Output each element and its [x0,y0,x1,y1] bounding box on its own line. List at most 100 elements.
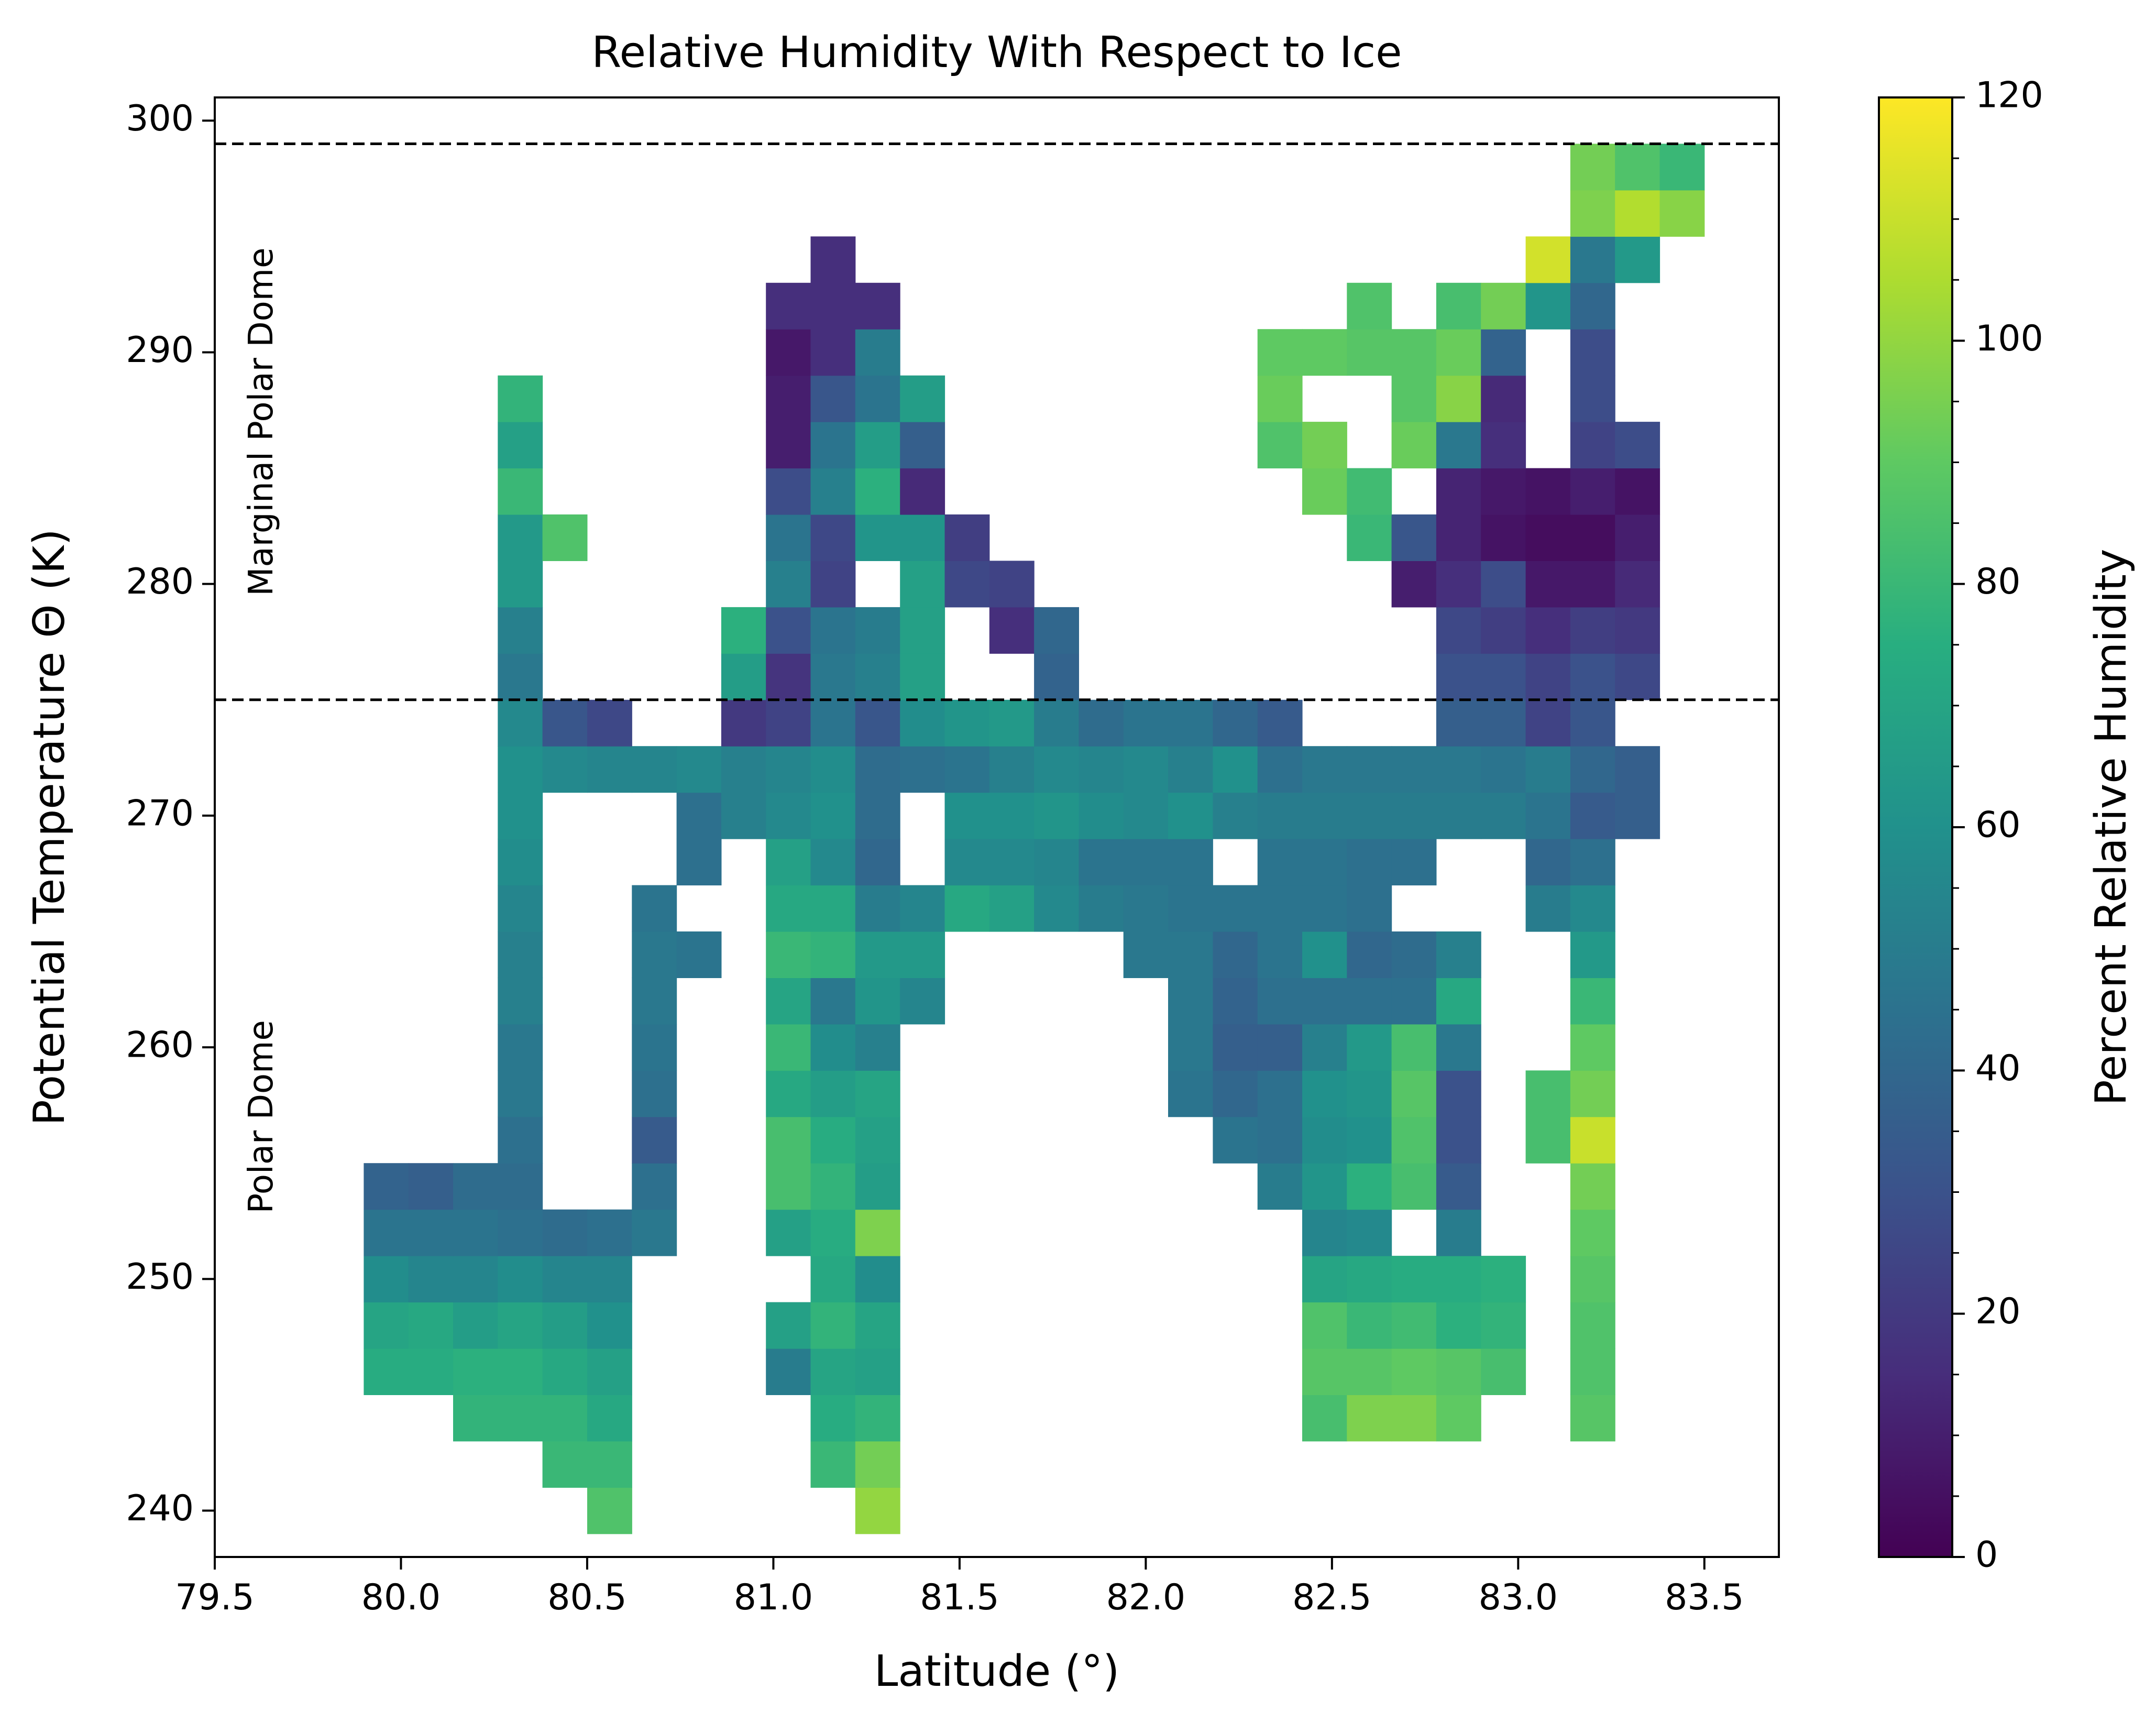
heatmap-cell [810,931,856,978]
x-tick-label: 81.5 [920,1577,999,1618]
heatmap-cell [1436,1348,1481,1395]
heatmap-cell [498,422,543,469]
heatmap-cell [1257,885,1303,932]
heatmap-cell [1481,1348,1526,1395]
heatmap-cell [1302,422,1347,469]
heatmap-cell [1436,1395,1481,1442]
heatmap-cell [1391,1024,1437,1071]
heatmap-cell [498,699,543,747]
x-tick-label: 80.0 [361,1577,441,1618]
heatmap-cell [676,746,722,793]
heatmap-cell [1168,978,1213,1025]
heatmap-cell [1213,792,1258,839]
heatmap-cell [1347,1116,1392,1164]
heatmap-cell [810,653,856,700]
heatmap-cell [1570,236,1615,283]
heatmap-cell [453,1209,498,1256]
heatmap-cell [1391,329,1437,376]
heatmap-cell [810,1395,856,1442]
heatmap-cell [1347,282,1392,330]
heatmap-cell [1257,1024,1303,1071]
heatmap-cell [1079,746,1124,793]
heatmap-cell [1391,839,1437,886]
heatmap-cell [587,1209,632,1256]
heatmap-cell [1481,1256,1526,1303]
y-tick-label: 270 [126,793,194,834]
heatmap-cell [1525,746,1571,793]
heatmap-cell [900,514,945,561]
heatmap-cell [855,839,900,886]
heatmap-cell [855,1302,900,1349]
heatmap-cell [810,1209,856,1256]
heatmap-cell [1391,792,1437,839]
heatmap-cell [1302,468,1347,515]
heatmap-cell [1257,931,1303,978]
heatmap-cells [364,144,1705,1534]
heatmap-cell [855,1487,900,1534]
heatmap-cell [810,792,856,839]
heatmap-cell [1257,978,1303,1025]
heatmap-cell [1391,1070,1437,1117]
heatmap-cell [900,978,945,1025]
heatmap-cell [498,1070,543,1117]
heatmap-cell [766,653,811,700]
heatmap-cell [810,1116,856,1164]
heatmap-cell [408,1348,454,1395]
heatmap-cell [1257,1116,1303,1164]
heatmap-cell [1168,746,1213,793]
heatmap-cell [766,1163,811,1210]
heatmap-cell [1168,1024,1213,1071]
heatmap-cell [1525,839,1571,886]
heatmap-cell [989,885,1035,932]
heatmap-cell [1570,468,1615,515]
heatmap-cell [1570,1163,1615,1210]
heatmap-cell [855,792,900,839]
heatmap-cell [721,607,766,654]
heatmap-cell [408,1209,454,1256]
heatmap-cell [1213,885,1258,932]
heatmap-cell [1302,1348,1347,1395]
heatmap-cell [989,561,1035,608]
heatmap-cell [810,978,856,1025]
heatmap-cell [542,1441,588,1488]
heatmap-cell [1436,1163,1481,1210]
x-tick-label: 83.5 [1665,1577,1744,1618]
heatmap-cell [1481,1302,1526,1349]
heatmap-cell [1436,561,1481,608]
heatmap-cell [632,978,677,1025]
heatmap-cell [1570,422,1615,469]
heatmap-cell [1034,839,1079,886]
chart-title: Relative Humidity With Respect to Ice [591,28,1402,78]
heatmap-cell [1525,885,1571,932]
heatmap-cell [855,1395,900,1442]
reference-lines [215,142,1779,701]
heatmap-cell [1525,282,1571,330]
heatmap-cell [766,1116,811,1164]
heatmap-cell [810,514,856,561]
heatmap-cell [855,978,900,1025]
heatmap-cell [498,978,543,1025]
heatmap-cell [810,422,856,469]
colorbar-tick-label: 120 [1975,75,2043,116]
y-axis-ticks: 240 250 260 270 280 290 300 [126,98,215,1529]
heatmap-cell [855,1256,900,1303]
heatmap-cell [364,1302,409,1349]
heatmap-cell [498,653,543,700]
heatmap-cell [1525,607,1571,654]
heatmap-cell [1347,792,1392,839]
heatmap-cell [498,931,543,978]
heatmap-cell [810,839,856,886]
heatmap-cell [810,1441,856,1488]
heatmap-cell [1481,699,1526,747]
heatmap-cell [900,375,945,422]
heatmap-cell [1391,561,1437,608]
heatmap-cell [1436,375,1481,422]
heatmap-cell [1302,1209,1347,1256]
heatmap-cell [1570,746,1615,793]
heatmap-cell [1347,1395,1392,1442]
heatmap-cell [766,839,811,886]
heatmap-cell [498,514,543,561]
heatmap-cell [1570,282,1615,330]
heatmap-cell [900,607,945,654]
heatmap-cell [1302,885,1347,932]
